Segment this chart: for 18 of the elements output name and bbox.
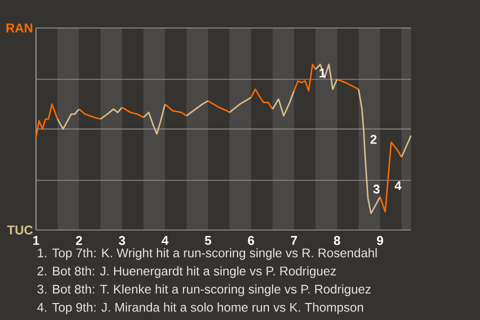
ref-line-label: RAN xyxy=(6,24,32,32)
text: 3. Bot 8th: T. Klenke hit a run-scoring single vs P. Rodriguez xyxy=(37,284,371,296)
x-tick-label: 3 xyxy=(118,236,126,246)
x-tick-label: 9 xyxy=(376,236,384,245)
ref-line-label: TUC xyxy=(7,226,33,234)
annotation: 3 xyxy=(373,184,380,194)
annotation: 4 xyxy=(394,181,402,190)
text: 2. Bot 8th: J. Huenergardt hit a single vs P. Rodriguez xyxy=(38,266,336,278)
x-tick-label: 8 xyxy=(334,236,340,245)
text: 1. Top 7th: K. Wright hit a run-scoring single vs R. Rosendahl xyxy=(38,248,377,260)
x-tick-label: 7 xyxy=(291,236,297,245)
text: 4. Top 9th: J. Miranda hit a solo home run vs K. Thompson xyxy=(37,302,364,314)
x-tick-label: 5 xyxy=(204,236,212,245)
annotation: 2 xyxy=(370,134,377,144)
x-tick-label: 2 xyxy=(76,236,82,245)
x-tick-label: 6 xyxy=(248,236,254,245)
x-tick-label: 4 xyxy=(162,236,168,245)
x-tick-label: 1 xyxy=(33,236,40,245)
